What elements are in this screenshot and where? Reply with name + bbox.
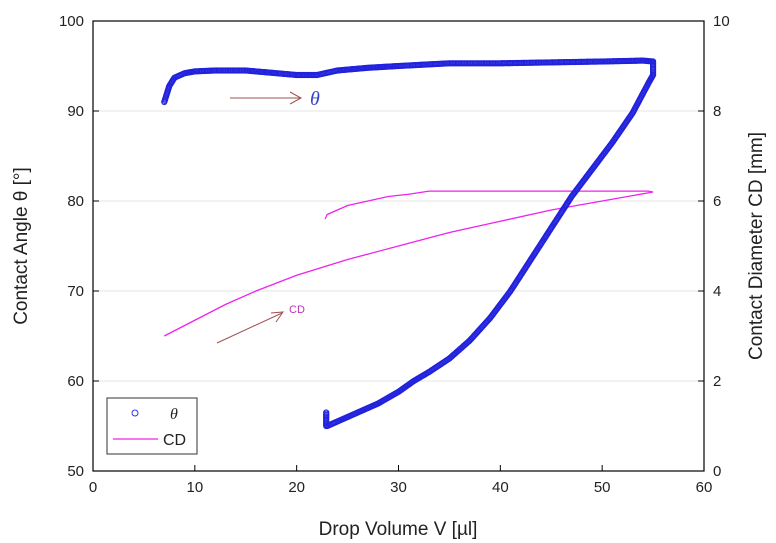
x-axis-title: Drop Volume V [µl] bbox=[319, 519, 478, 540]
y2-tick-label: 6 bbox=[713, 193, 721, 210]
series-theta bbox=[161, 57, 657, 430]
y-tick-label: 90 bbox=[67, 103, 84, 120]
annotation-cd-arrow bbox=[216, 312, 283, 344]
legend-theta-marker bbox=[131, 409, 139, 417]
legend-theta-label: θ bbox=[170, 406, 178, 423]
y-tick-label: 70 bbox=[67, 283, 84, 300]
legend-cd-label: CD bbox=[163, 432, 186, 449]
x-tick-label: 50 bbox=[594, 479, 611, 496]
annotation-cd-label: CD bbox=[289, 304, 305, 316]
x-tick-label: 40 bbox=[492, 479, 509, 496]
x-tick-label: 60 bbox=[696, 479, 713, 496]
annotation-theta-arrowhead bbox=[289, 91, 303, 105]
y2-tick-label: 4 bbox=[713, 283, 721, 300]
series-cd-line bbox=[163, 190, 654, 337]
y2-tick-label: 8 bbox=[713, 103, 721, 120]
y2-tick-label: 10 bbox=[713, 13, 730, 30]
x-tick-label: 10 bbox=[186, 479, 203, 496]
y2-tick-label: 2 bbox=[713, 373, 721, 390]
x-tick-label: 0 bbox=[89, 479, 97, 496]
annotation-cd-arrowhead bbox=[270, 311, 285, 323]
series-theta-point bbox=[323, 409, 330, 416]
y-tick-label: 50 bbox=[67, 463, 84, 480]
annotation-cd: CD bbox=[216, 304, 305, 344]
y-tick-label: 60 bbox=[67, 373, 84, 390]
annotation-theta: θ bbox=[230, 88, 320, 110]
y2-tick-label: 0 bbox=[713, 463, 721, 480]
y-tick-label: 80 bbox=[67, 193, 84, 210]
x-tick-label: 20 bbox=[288, 479, 305, 496]
legend: θ CD bbox=[106, 397, 198, 455]
series-cd bbox=[163, 190, 654, 337]
y-axis-title: Contact Angle θ [°] bbox=[11, 167, 32, 325]
y-tick-label: 100 bbox=[59, 13, 84, 30]
x-tick-label: 30 bbox=[390, 479, 407, 496]
grid-lines bbox=[93, 110, 704, 382]
legend-box bbox=[106, 397, 198, 455]
y2-axis-title: Contact Diameter CD [mm] bbox=[746, 132, 767, 360]
annotation-theta-label: θ bbox=[310, 88, 320, 110]
